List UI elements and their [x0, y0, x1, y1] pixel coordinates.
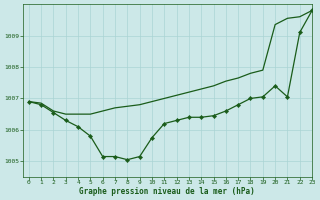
- X-axis label: Graphe pression niveau de la mer (hPa): Graphe pression niveau de la mer (hPa): [79, 187, 255, 196]
